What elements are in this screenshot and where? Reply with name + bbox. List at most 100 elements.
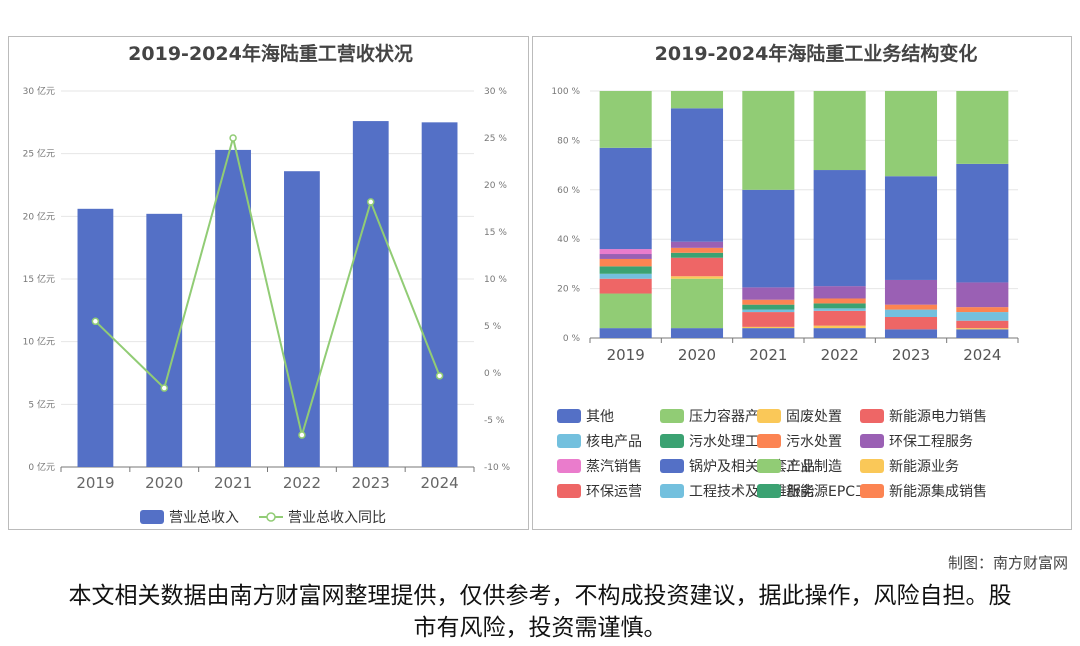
legend-label: 锅炉及相关配套产品: [689, 459, 815, 475]
yoy-growth-point: [229, 134, 237, 142]
stack-segment: [813, 328, 866, 338]
y-axis-tick-label: 0 %: [563, 334, 581, 344]
stack-segment: [599, 249, 652, 255]
legend-swatch: [660, 434, 684, 448]
x-axis-tick-label: 2021: [749, 346, 787, 364]
legend-label: 环保工程服务: [889, 434, 973, 450]
legend-swatch-revenue: [140, 510, 164, 524]
stack-segment: [813, 91, 866, 171]
right-axis-tick-label: 30 %: [484, 87, 507, 97]
stack-segment: [884, 304, 938, 310]
yoy-growth-line: [94, 137, 441, 439]
revenue-bar: [284, 171, 320, 468]
y-axis-tick-label: 100 %: [551, 87, 580, 97]
stack-segment: [670, 241, 724, 248]
stack-segment: [742, 287, 795, 300]
stack-segment: [599, 91, 652, 148]
legend-label: 新能源电力销售: [889, 409, 987, 425]
legend-swatch: [660, 484, 684, 498]
stack-segment: [813, 286, 866, 299]
legend-swatch: [557, 409, 581, 423]
right-axis-tick-label: 10 %: [484, 275, 507, 285]
stack-segment: [599, 147, 652, 250]
legend-swatch: [757, 409, 781, 423]
stack-segment: [670, 91, 724, 109]
left-axis-tick-label: 5 亿元: [28, 398, 55, 410]
stack-segment: [956, 307, 1009, 313]
stack-segment: [742, 91, 795, 190]
legend-swatch: [660, 459, 684, 473]
stack-segment: [884, 91, 938, 177]
stack-segment: [742, 309, 795, 313]
y-axis-tick-label: 80 %: [557, 136, 580, 146]
left-axis-tick-label: 20 亿元: [23, 210, 55, 222]
stack-segment: [599, 266, 652, 274]
revenue-bar: [421, 122, 458, 467]
right-axis-tick-label: 0 %: [484, 369, 502, 379]
revenue-chart: 2019-2024年海陆重工营收状况 0 亿元 5 亿元 10 亿元 15 亿元 20 亿…: [23, 42, 511, 526]
revenue-chart-panel: 2019-2024年海陆重工营收状况 0 亿元 5 亿元 10 亿元 15 亿元 20 亿…: [8, 36, 529, 530]
legend-label: 污水处理工程: [689, 434, 773, 450]
stack-segment: [813, 303, 866, 309]
stack-segment: [813, 310, 866, 326]
legend-label: 新能源集成销售: [889, 483, 987, 500]
x-axis-tick-label: 2024: [963, 346, 1001, 364]
stack-segment: [884, 317, 938, 330]
right-axis-tick-label: 5 %: [484, 322, 502, 332]
stack-segment: [670, 252, 724, 258]
legend-label-revenue: 营业总收入: [169, 510, 239, 526]
legend-swatch: [757, 434, 781, 448]
legend-label: 新能源EPC工程: [786, 484, 883, 500]
stack-segment: [813, 325, 866, 329]
right-axis-tick-label: 20 %: [484, 181, 507, 191]
legend-label: 固废处置: [786, 409, 842, 425]
legend-label: 工程技术及运维服务: [689, 484, 815, 500]
stack-segment: [884, 329, 938, 338]
business-chart-title: 2019-2024年海陆重工业务结构变化: [655, 42, 978, 65]
y-axis-tick-label: 20 %: [557, 285, 580, 295]
x-axis-tick-label: 2023: [352, 474, 390, 492]
legend-label: 其他: [586, 409, 614, 425]
stack-segment: [813, 170, 866, 287]
stack-segment: [742, 312, 795, 327]
chart-credit: 制图：南方财富网: [947, 554, 1068, 572]
legend-swatch: [860, 434, 884, 448]
revenue-chart-title: 2019-2024年海陆重工营收状况: [128, 42, 413, 65]
legend-label: 环保运营: [586, 484, 642, 500]
stack-segment: [599, 258, 652, 267]
business-structure-chart: 2019-2024年海陆重工业务结构变化 0 % 20 % 40 % 60 % 80 % 1…: [551, 42, 1019, 500]
disclaimer-text: 本文相关数据由南方财富网整理提供，仅供参考，不构成投资建议，据此操作，风险自担。…: [68, 583, 1012, 641]
stack-segment: [956, 328, 1009, 330]
left-axis-tick-label: 25 亿元: [23, 148, 55, 160]
stack-segment: [670, 108, 724, 242]
legend-swatch: [860, 484, 884, 498]
legend-swatch: [660, 409, 684, 423]
y-axis-tick-label: 40 %: [557, 235, 580, 245]
yoy-growth-point: [91, 317, 100, 326]
legend-label: 蒸汽销售: [586, 459, 642, 475]
yoy-growth-point: [298, 431, 306, 439]
x-axis-tick-label: 2020: [145, 474, 183, 492]
x-axis-tick-label: 2023: [892, 346, 930, 364]
stack-segment: [884, 309, 938, 318]
left-axis-tick-label: 30 亿元: [23, 85, 55, 97]
legend-swatch: [557, 459, 581, 473]
stack-segment: [599, 273, 652, 279]
legend-swatch: [860, 459, 884, 473]
stack-segment: [599, 293, 652, 329]
stack-segment: [670, 257, 724, 277]
stack-segment: [956, 91, 1009, 164]
right-axis-tick-label: 25 %: [484, 134, 507, 144]
x-axis-tick-label: 2020: [678, 346, 716, 364]
stack-segment: [599, 254, 652, 259]
right-axis-tick-label: -10 %: [484, 463, 511, 473]
stack-segment: [813, 308, 866, 311]
stack-segment: [742, 304, 795, 310]
x-axis-tick-label: 2019: [76, 474, 114, 492]
legend-label: 核电产品: [586, 434, 642, 450]
stack-segment: [742, 328, 795, 338]
legend-swatch: [757, 459, 781, 473]
stack-segment: [884, 279, 938, 305]
stack-segment: [670, 247, 724, 253]
stack-segment: [813, 298, 866, 304]
